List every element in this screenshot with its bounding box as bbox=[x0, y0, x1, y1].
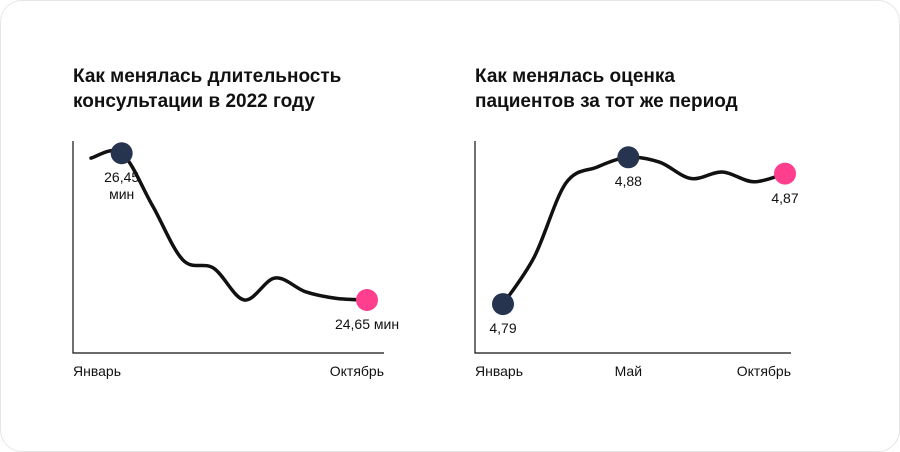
data-label: 4,79 bbox=[489, 320, 517, 337]
chart-title: Как менялась оценка пациентов за тот же … bbox=[475, 66, 738, 112]
axis bbox=[474, 141, 791, 354]
x-tick-label: Январь bbox=[73, 363, 121, 379]
marker bbox=[110, 142, 133, 165]
data-label: 26,45 мин bbox=[104, 169, 140, 203]
x-tick-label: Май bbox=[614, 363, 643, 379]
line bbox=[89, 148, 369, 302]
x-tick-label: Январь bbox=[475, 363, 523, 379]
data-label: 4,87 bbox=[771, 189, 799, 206]
x-tick-label: Октябрь bbox=[736, 363, 791, 379]
chart-title: Как менялась длительность консультации в… bbox=[73, 66, 342, 112]
data-label: 24,65 мин bbox=[334, 316, 400, 332]
marker bbox=[774, 162, 796, 185]
marker bbox=[617, 146, 640, 169]
x-tick-label: Октябрь bbox=[329, 363, 384, 379]
line bbox=[501, 155, 787, 306]
axis bbox=[72, 141, 384, 354]
marker bbox=[356, 289, 378, 311]
data-label: 4,88 bbox=[614, 173, 642, 190]
marker bbox=[492, 293, 514, 316]
